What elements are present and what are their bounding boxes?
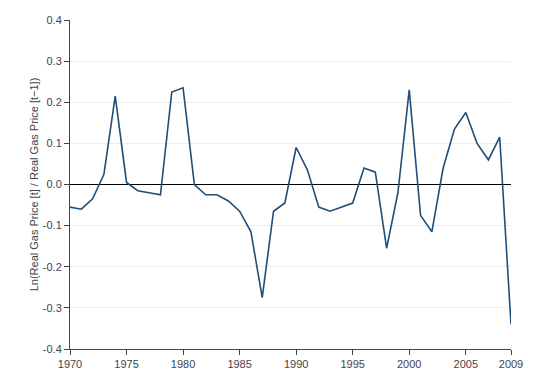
svg-text:0.0: 0.0 (47, 178, 62, 190)
svg-text:1975: 1975 (114, 358, 138, 370)
svg-text:-0.3: -0.3 (43, 302, 62, 314)
svg-text:1970: 1970 (58, 358, 82, 370)
svg-text:2000: 2000 (397, 358, 421, 370)
svg-text:0.1: 0.1 (47, 137, 62, 149)
svg-text:-0.2: -0.2 (43, 261, 62, 273)
svg-text:1990: 1990 (284, 358, 308, 370)
svg-text:0.2: 0.2 (47, 96, 62, 108)
svg-text:-0.4: -0.4 (43, 343, 62, 355)
svg-text:1980: 1980 (171, 358, 195, 370)
svg-text:Ln(Real Gas Price [t] / Real G: Ln(Real Gas Price [t] / Real Gas Price [… (28, 78, 40, 292)
svg-text:0.3: 0.3 (47, 55, 62, 67)
svg-text:1995: 1995 (340, 358, 364, 370)
svg-text:2005: 2005 (454, 358, 478, 370)
svg-text:-0.1: -0.1 (43, 219, 62, 231)
svg-text:1985: 1985 (227, 358, 251, 370)
svg-text:2009: 2009 (499, 358, 523, 370)
svg-text:0.4: 0.4 (47, 14, 62, 26)
